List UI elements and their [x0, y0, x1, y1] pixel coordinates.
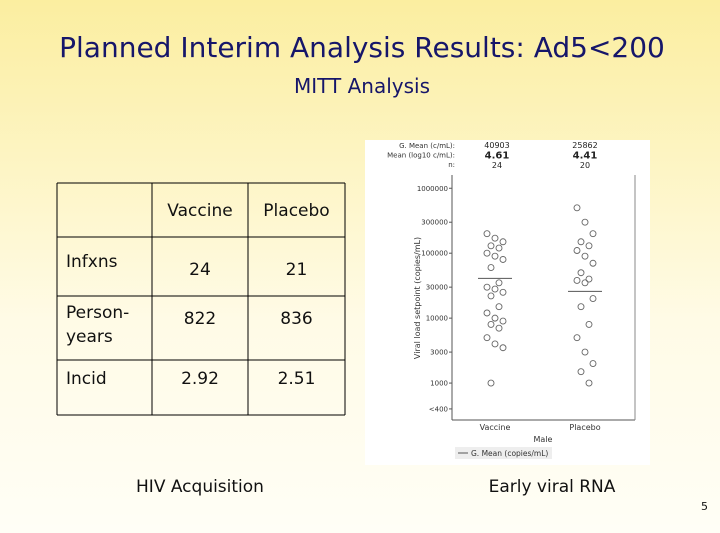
- data-point: [483, 334, 491, 342]
- stat-label: Mean (log10 c/mL):: [387, 152, 455, 160]
- y-tick-label: 100000: [421, 250, 448, 258]
- y-tick-label: 10000: [426, 315, 448, 323]
- data-point: [577, 269, 585, 277]
- table-cell: 21: [286, 260, 308, 280]
- data-point: [581, 218, 589, 226]
- data-point: [487, 379, 495, 387]
- row-header: Infxns: [66, 252, 118, 272]
- stat-value: 4.41: [573, 151, 598, 162]
- data-point: [581, 252, 589, 260]
- x-tick-label: Vaccine: [480, 423, 511, 432]
- caption: HIV Acquisition: [136, 477, 264, 497]
- data-point: [491, 340, 499, 348]
- data-point: [487, 320, 495, 328]
- data-point: [499, 317, 507, 325]
- data-point: [585, 242, 593, 250]
- table-cell: 822: [184, 309, 216, 329]
- legend: G. Mean (copies/mL): [471, 449, 548, 458]
- data-point: [581, 279, 589, 287]
- data-point: [585, 275, 593, 283]
- legend-box: [455, 447, 552, 459]
- stat-value: 40903: [484, 141, 509, 150]
- y-tick-label: 1000: [430, 380, 448, 388]
- data-point: [487, 292, 495, 300]
- column-header: Placebo: [263, 201, 329, 221]
- table-cell: 2.51: [278, 369, 316, 389]
- caption: Early viral RNA: [489, 477, 616, 497]
- table: Vaccine Placebo Infxns 24 21 Person-years 822 8…: [56, 182, 346, 416]
- data-point: [495, 324, 503, 332]
- y-tick-label: 300000: [421, 219, 448, 227]
- data-point: [585, 379, 593, 387]
- x-axis-label: Male: [534, 435, 553, 444]
- data-point: [577, 238, 585, 246]
- table-cell: 24: [189, 260, 211, 280]
- data-point: [495, 303, 503, 311]
- stat-value: 20: [580, 161, 590, 170]
- stat-value: 25862: [572, 141, 597, 150]
- y-tick-label: <400: [429, 405, 448, 413]
- data-point: [483, 230, 491, 238]
- data-point: [581, 348, 589, 356]
- data-point: [577, 368, 585, 376]
- subtitle: MITT Analysis: [294, 74, 430, 98]
- data-point: [573, 277, 581, 284]
- data-point: [585, 320, 593, 328]
- data-point: [499, 344, 507, 352]
- data-point: [499, 256, 507, 263]
- data-point: [589, 360, 597, 367]
- data-point: [495, 279, 503, 287]
- data-point: [487, 242, 495, 250]
- data-point: [589, 230, 597, 238]
- y-tick-label: 1000000: [417, 185, 448, 193]
- data-point: [573, 247, 581, 254]
- column-header: Vaccine: [167, 201, 232, 221]
- data-point: [573, 334, 581, 342]
- stat-label: n:: [448, 161, 455, 169]
- page-number: 5: [701, 500, 708, 513]
- data-point: [491, 252, 499, 260]
- x-tick-label: Placebo: [569, 423, 600, 432]
- row-header: Incid: [66, 369, 107, 389]
- y-tick-label: 30000: [426, 284, 448, 292]
- data-point: [495, 244, 503, 252]
- y-axis-label: Viral load setpoint (copies/mL): [413, 237, 422, 359]
- data-point: [499, 288, 507, 296]
- data-point: [483, 309, 491, 317]
- data-point: [491, 314, 499, 322]
- data-point: [487, 264, 495, 272]
- data-point: [589, 295, 597, 303]
- table-cell: 836: [280, 309, 312, 329]
- plot-background: [365, 140, 650, 465]
- stat-label: G. Mean (c/mL):: [399, 142, 455, 150]
- y-tick-label: 3000: [430, 349, 448, 357]
- stat-value: 24: [492, 161, 502, 170]
- stat-value: 4.61: [485, 151, 510, 162]
- row-header: Person-years: [66, 303, 129, 347]
- data-point: [483, 249, 491, 257]
- data-point: [573, 204, 581, 212]
- data-point: [577, 303, 585, 311]
- data-point: [491, 285, 499, 293]
- data-point: [483, 283, 491, 291]
- row-header-line: Person-: [66, 303, 129, 323]
- data-point: [589, 259, 597, 267]
- row-header-line: years: [66, 327, 113, 347]
- title: Planned Interim Analysis Results: Ad5<20…: [59, 31, 665, 64]
- data-point: [491, 234, 499, 242]
- data-point: [499, 238, 507, 246]
- table-cell: 2.92: [181, 369, 219, 389]
